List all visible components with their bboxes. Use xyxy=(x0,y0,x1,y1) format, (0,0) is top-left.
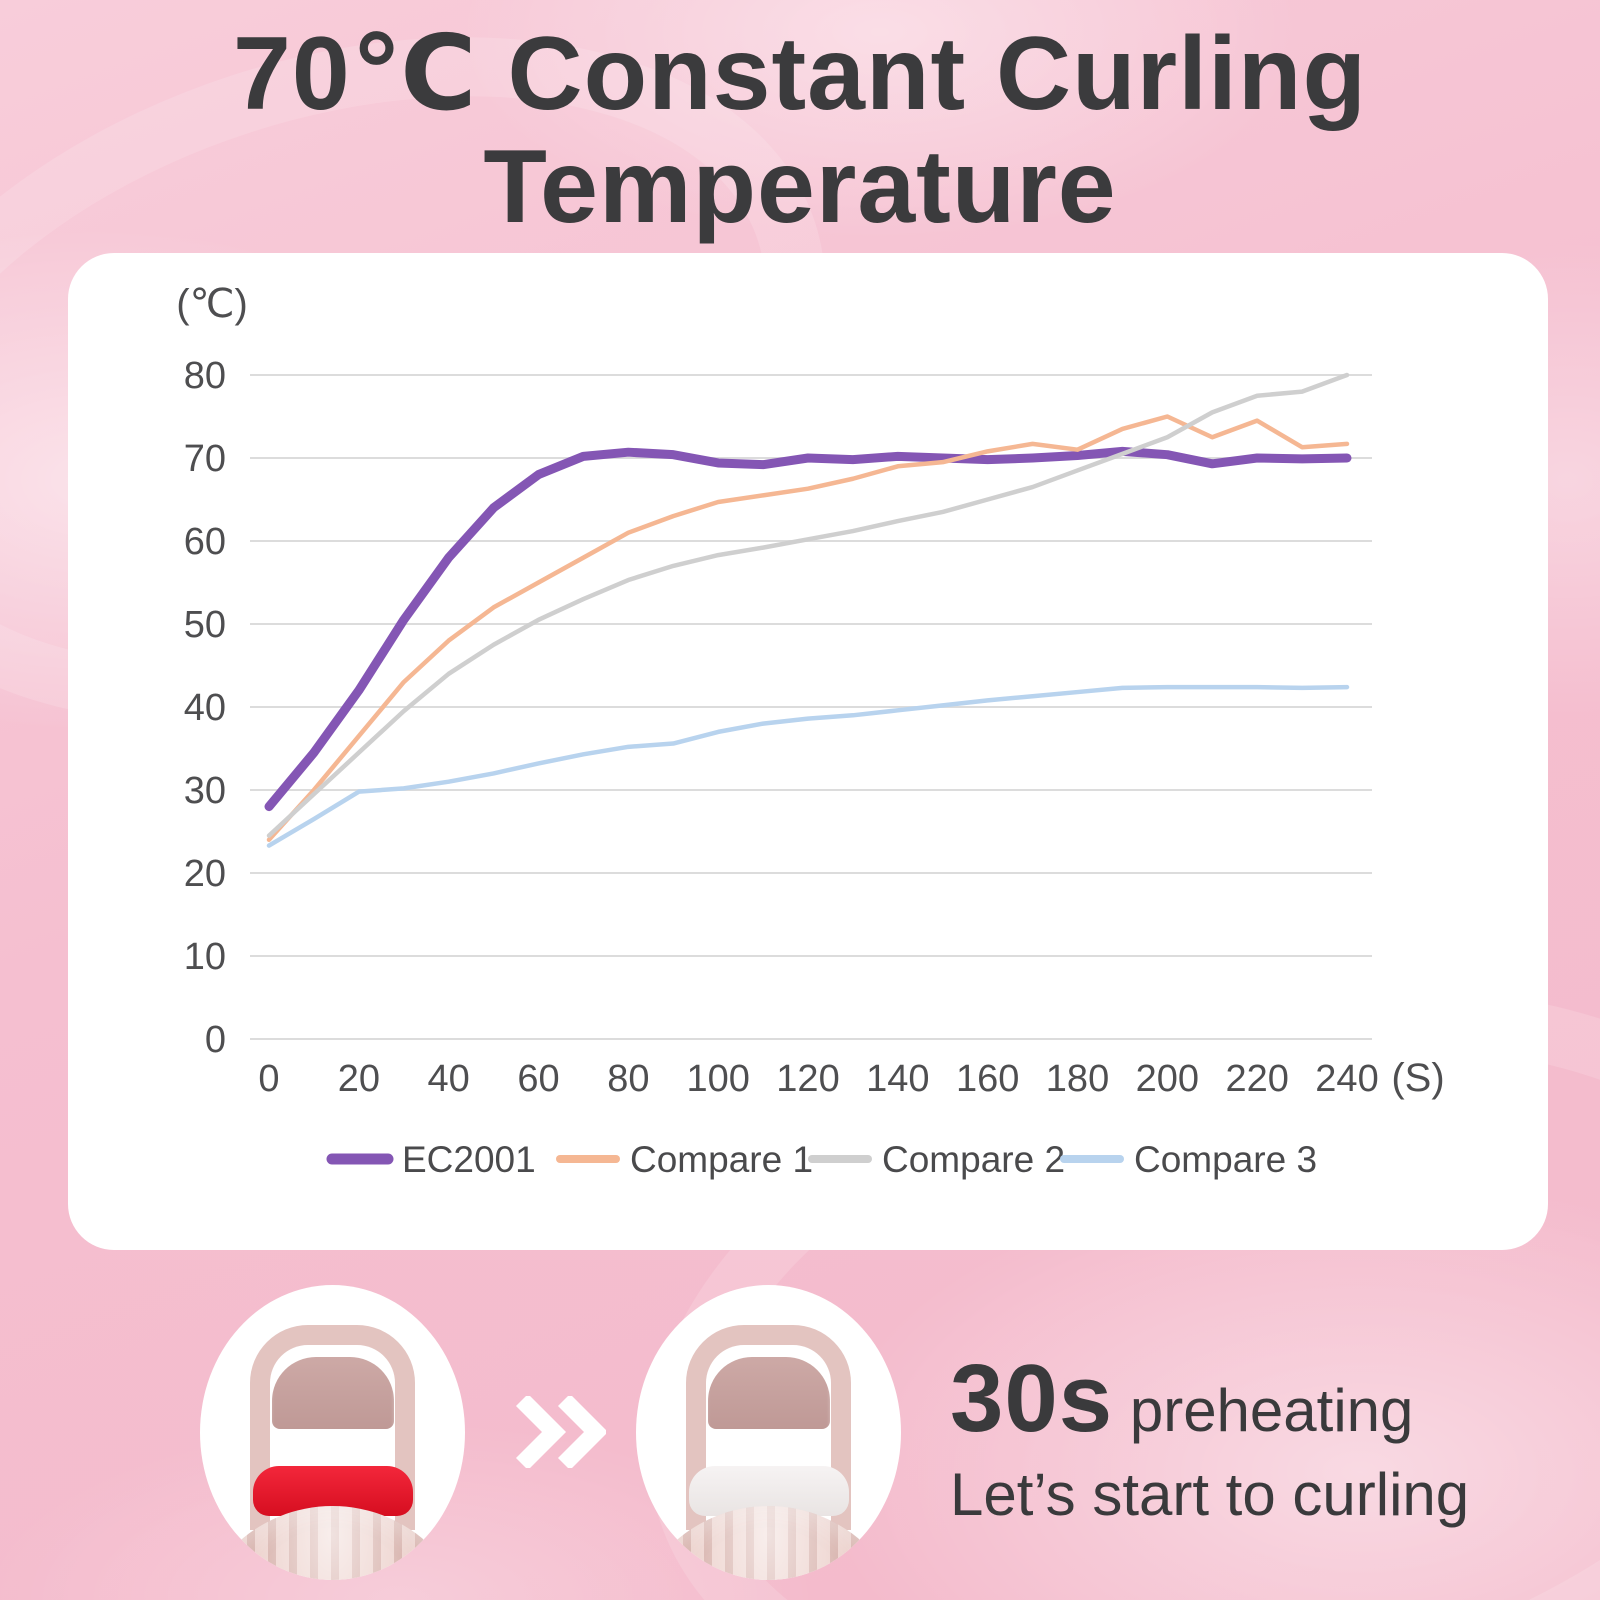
y-tick-0: 0 xyxy=(205,1019,226,1061)
y-tick-70: 70 xyxy=(184,438,226,480)
product-curler-ready xyxy=(636,1285,901,1580)
footer-headline: 30s preheating xyxy=(950,1344,1450,1454)
y-tick-20: 20 xyxy=(184,853,226,895)
x-tick-100: 100 xyxy=(686,1058,749,1100)
product-curler-heating xyxy=(200,1285,465,1580)
x-tick-180: 180 xyxy=(1046,1058,1109,1100)
y-axis-unit: (℃) xyxy=(176,282,248,326)
double-chevron-right-icon xyxy=(515,1396,606,1468)
x-tick-240: 240 xyxy=(1315,1058,1378,1100)
footer-subline: Let’s start to curling xyxy=(950,1461,1470,1528)
x-tick-0: 0 xyxy=(258,1058,279,1100)
x-tick-120: 120 xyxy=(776,1058,839,1100)
footer-30s: 30s xyxy=(950,1345,1114,1452)
series-line-compare-3 xyxy=(266,684,1350,848)
page-title-line2: Temperature xyxy=(483,129,1117,246)
x-axis-unit: (S) xyxy=(1391,1056,1444,1100)
x-tick-20: 20 xyxy=(338,1058,380,1100)
series-line-compare-1 xyxy=(266,414,1350,843)
series-line-compare-2 xyxy=(266,372,1350,838)
page-title-line1: 70℃ Constant Curling xyxy=(233,16,1367,132)
y-tick-60: 60 xyxy=(184,521,226,563)
legend-label-compare-2: Compare 2 xyxy=(882,1139,1065,1180)
x-tick-220: 220 xyxy=(1225,1058,1288,1100)
page-title: 70℃ Constant Curling Temperature xyxy=(0,16,1600,246)
handle-arch xyxy=(686,1325,851,1530)
y-tick-50: 50 xyxy=(184,604,226,646)
x-tick-160: 160 xyxy=(956,1058,1019,1100)
legend-label-compare-1: Compare 1 xyxy=(630,1139,813,1180)
y-tick-40: 40 xyxy=(184,687,226,729)
x-tick-200: 200 xyxy=(1136,1058,1199,1100)
y-tick-30: 30 xyxy=(184,770,226,812)
x-tick-60: 60 xyxy=(517,1058,559,1100)
y-tick-10: 10 xyxy=(184,936,226,978)
x-tick-40: 40 xyxy=(428,1058,470,1100)
chart-card: 0 10 20 30 40 50 60 70 80 0 20 40 60 80 100 120 140 160 18… xyxy=(68,253,1548,1250)
legend-label-compare-3: Compare 3 xyxy=(1134,1139,1317,1180)
temperature-chart: 0 10 20 30 40 50 60 70 80 0 20 40 60 80 100 120 140 160 18… xyxy=(176,282,1444,1180)
footer-preheating: preheating xyxy=(1113,1377,1414,1444)
curler-ribbed-ball xyxy=(200,1506,465,1580)
series-line-ec2001 xyxy=(264,446,1352,812)
legend-label-ec2001: EC2001 xyxy=(402,1139,536,1180)
y-tick-80: 80 xyxy=(184,355,226,397)
curler-ribbed-ball xyxy=(636,1506,901,1580)
footer-caption: 30s preheating Let’s start to curling xyxy=(950,1344,1470,1529)
x-tick-140: 140 xyxy=(866,1058,929,1100)
x-tick-80: 80 xyxy=(607,1058,649,1100)
